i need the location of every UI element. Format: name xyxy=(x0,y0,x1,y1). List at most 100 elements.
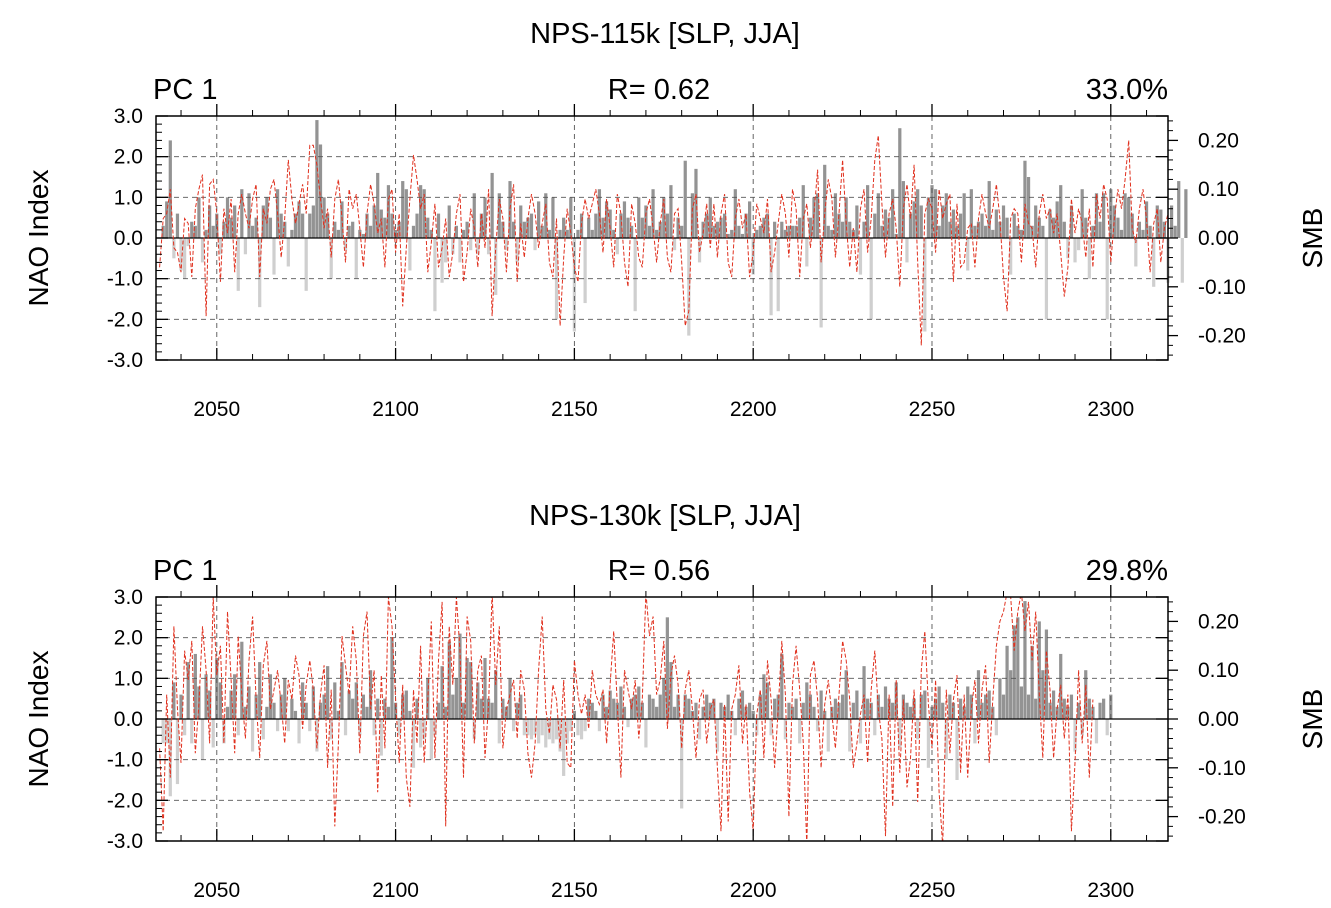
bar xyxy=(240,641,244,719)
bar xyxy=(268,217,273,238)
bar xyxy=(1034,698,1038,719)
bar xyxy=(873,213,877,238)
bar xyxy=(769,719,773,736)
bar xyxy=(200,719,205,760)
bar xyxy=(576,229,580,238)
bar xyxy=(740,690,745,719)
bar xyxy=(1177,181,1181,238)
bar xyxy=(233,674,237,719)
bar xyxy=(951,702,956,719)
bar xyxy=(197,197,201,238)
y2-tick-label: 0.20 xyxy=(1198,129,1239,152)
panel-bottom: NPS-130k [SLP, JJA] PC 1 R= 0.56 29.8% N… xyxy=(23,500,1328,902)
bar xyxy=(991,229,995,238)
correlation-label: R= 0.56 xyxy=(608,555,710,587)
bar xyxy=(1076,238,1081,251)
bar xyxy=(1180,238,1184,283)
bar xyxy=(651,189,655,238)
bar xyxy=(311,686,315,719)
bar xyxy=(1073,238,1077,263)
bar xyxy=(862,221,866,238)
bar xyxy=(644,205,648,238)
bar xyxy=(1141,229,1145,238)
x-tick-label: 2250 xyxy=(909,398,956,421)
bar xyxy=(583,238,587,304)
y2-tick-label: -0.10 xyxy=(1198,757,1246,780)
bar xyxy=(823,710,827,719)
bar xyxy=(318,144,323,238)
y2-axis-label: SMB xyxy=(1297,208,1328,269)
bar xyxy=(479,213,484,238)
bar xyxy=(794,225,798,238)
bar xyxy=(984,694,988,719)
bar xyxy=(923,238,927,332)
bar xyxy=(1069,205,1074,238)
bar xyxy=(469,662,473,719)
bar xyxy=(783,719,787,740)
bar xyxy=(172,682,176,719)
bar xyxy=(165,201,169,238)
bar xyxy=(719,702,723,719)
bar xyxy=(826,225,830,238)
bar xyxy=(376,698,380,719)
bar xyxy=(433,719,437,736)
bar xyxy=(283,221,287,238)
pc-label: PC 1 xyxy=(153,74,217,106)
bar xyxy=(483,197,487,238)
bar xyxy=(762,217,766,238)
bar xyxy=(1184,189,1188,238)
bar xyxy=(630,225,634,238)
bar xyxy=(665,213,669,238)
bar xyxy=(637,686,641,719)
bar xyxy=(511,719,516,732)
bar xyxy=(626,719,630,728)
bar xyxy=(683,160,687,238)
bar xyxy=(490,702,494,719)
bar xyxy=(329,238,333,279)
bar xyxy=(944,193,948,238)
bar xyxy=(551,719,555,744)
bar xyxy=(926,719,931,768)
bar xyxy=(579,719,584,740)
y-tick-label: -1.0 xyxy=(107,268,143,291)
bar xyxy=(608,209,612,238)
bar xyxy=(175,213,180,238)
bar xyxy=(694,702,698,719)
bar xyxy=(333,682,337,719)
bar xyxy=(315,120,319,238)
bar xyxy=(601,694,605,719)
bar xyxy=(165,719,169,744)
bar xyxy=(773,698,777,719)
bar xyxy=(361,233,366,238)
bar xyxy=(955,225,959,238)
bar xyxy=(472,193,476,238)
bar xyxy=(769,238,773,316)
bar xyxy=(1034,205,1038,238)
bar xyxy=(1041,670,1045,719)
bar xyxy=(197,686,201,719)
variance-label: 33.0% xyxy=(1086,74,1168,106)
bar xyxy=(308,213,312,238)
bar xyxy=(715,719,720,752)
bar xyxy=(912,201,916,238)
y-tick-label: 3.0 xyxy=(114,586,143,609)
bar xyxy=(830,706,834,719)
bar xyxy=(998,221,1002,238)
bar xyxy=(318,702,323,719)
bar xyxy=(1159,209,1163,238)
bar xyxy=(998,678,1002,719)
bar xyxy=(483,658,487,719)
bar xyxy=(322,694,326,719)
bar xyxy=(701,706,705,719)
bar xyxy=(683,694,687,719)
bar xyxy=(440,666,444,719)
bar xyxy=(722,213,727,238)
bar xyxy=(519,694,523,719)
y-tick-label: 3.0 xyxy=(114,105,143,128)
bar xyxy=(833,193,838,238)
plot-area: 3.0 2.0 1.0 0.0 -1.0 -2.0 -3.0 0.20 0.10 0.00 -0.1… xyxy=(107,585,1246,902)
bar xyxy=(905,702,909,719)
bar xyxy=(308,719,312,732)
bar xyxy=(798,217,802,238)
bar xyxy=(565,229,569,238)
